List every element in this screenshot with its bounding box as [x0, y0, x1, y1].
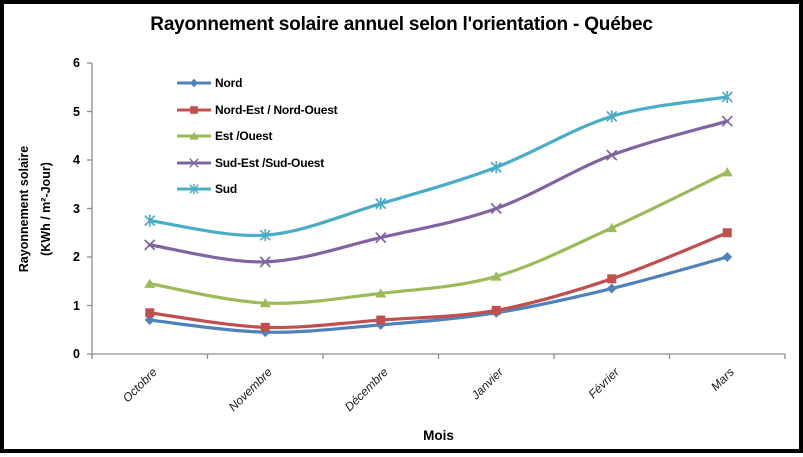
series-marker-est-ouest: [375, 288, 387, 298]
legend-entry-nord-est-nord-ouest: Nord-Est / Nord-Ouest: [176, 97, 338, 124]
legend-entry-sud-est-sud-ouest: Sud-Est /Sud-Ouest: [176, 150, 337, 177]
series-marker-sud: [490, 161, 502, 173]
series-marker-sud: [606, 110, 618, 122]
series-marker-est-ouest: [721, 167, 733, 177]
y-tick-label: 4: [73, 153, 80, 167]
y-tick-label: 1: [73, 299, 80, 313]
plot-area: [87, 62, 786, 359]
series-marker-sud-est-sud-ouest: [490, 202, 502, 215]
y-axis-title-line1: Rayonnement solaire: [17, 145, 31, 273]
legend-marker: [190, 105, 198, 114]
series-marker-nord: [722, 252, 733, 262]
series-marker-sud: [375, 198, 387, 210]
series-marker-est-ouest: [606, 222, 618, 233]
legend-swatch-svg: [177, 184, 211, 195]
legend-marker-est-ouest-icon: [176, 129, 212, 143]
series-marker-sud-est-sud-ouest: [259, 256, 271, 268]
legend-label: Nord: [215, 76, 243, 91]
legend-marker: [189, 184, 199, 195]
y-tick-label: 0: [73, 347, 80, 361]
series-marker-nord: [144, 315, 155, 326]
series-marker-nord-est-nord-ouest: [607, 274, 617, 284]
legend-marker-nord-est-nord-ouest-icon: [176, 103, 212, 117]
legend-swatch-svg: [177, 132, 211, 140]
series-line-sud: [148, 95, 729, 238]
legend-marker-sud-est-sud-ouest-icon: [176, 156, 212, 170]
series-marker-sud: [144, 215, 156, 227]
y-tick-label: 6: [73, 56, 80, 70]
y-tick-label: 3: [73, 202, 80, 216]
series-line-est-ouest: [148, 170, 729, 305]
series-marker-nord: [606, 283, 617, 294]
series-marker-est-ouest: [259, 298, 271, 308]
legend-swatch-svg: [177, 157, 211, 168]
legend: Nord Nord-Est / Nord-Ouest Est /Ouest Su…: [176, 70, 338, 203]
x-axis-title: Mois: [423, 428, 454, 443]
legend-entry-est-ouest: Est /Ouest: [176, 123, 337, 150]
series-marker-nord-est-nord-ouest: [491, 305, 501, 315]
series-marker-nord-est-nord-ouest: [376, 315, 386, 325]
series-marker-est-ouest: [144, 278, 156, 288]
legend-marker: [189, 79, 199, 88]
legend-entry-sud: Sud: [176, 176, 337, 203]
legend-swatch-svg: [177, 79, 211, 88]
series-marker-sud-est-sud-ouest: [375, 231, 387, 244]
series-marker-sud: [259, 229, 271, 241]
solar-radiation-chart: Rayonnement solaire annuel selon l'orien…: [4, 4, 799, 449]
series-marker-sud-est-sud-ouest: [721, 115, 733, 127]
series-line-nord-est-nord-ouest: [148, 231, 729, 330]
series-marker-sud-est-sud-ouest: [144, 239, 156, 251]
legend-label: Nord-Est / Nord-Ouest: [215, 102, 338, 117]
series-marker-nord-est-nord-ouest: [145, 308, 155, 318]
series-marker-nord-est-nord-ouest: [260, 322, 270, 332]
legend-marker-nord-icon: [176, 76, 212, 90]
legend-label: Sud-Est /Sud-Ouest: [215, 155, 325, 170]
series-marker-sud-est-sud-ouest: [606, 149, 618, 161]
legend-marker: [189, 157, 199, 168]
y-tick-label: 5: [73, 105, 80, 119]
legend-swatch-svg: [177, 105, 211, 114]
series-line-sud-est-sud-ouest: [148, 119, 729, 264]
series-marker-sud: [721, 91, 733, 103]
series-marker-nord-est-nord-ouest: [722, 228, 732, 238]
series-marker-est-ouest: [490, 271, 502, 281]
legend-label: Est /Ouest: [215, 129, 273, 144]
legend-marker: [189, 132, 199, 140]
legend-label: Sud: [215, 182, 238, 197]
legend-marker-sud-icon: [176, 182, 212, 196]
legend-entry-nord: Nord: [176, 70, 337, 97]
chart-title: Rayonnement solaire annuel selon l'orien…: [150, 14, 653, 35]
series-line-nord: [148, 255, 729, 334]
y-tick-label: 2: [73, 250, 80, 264]
